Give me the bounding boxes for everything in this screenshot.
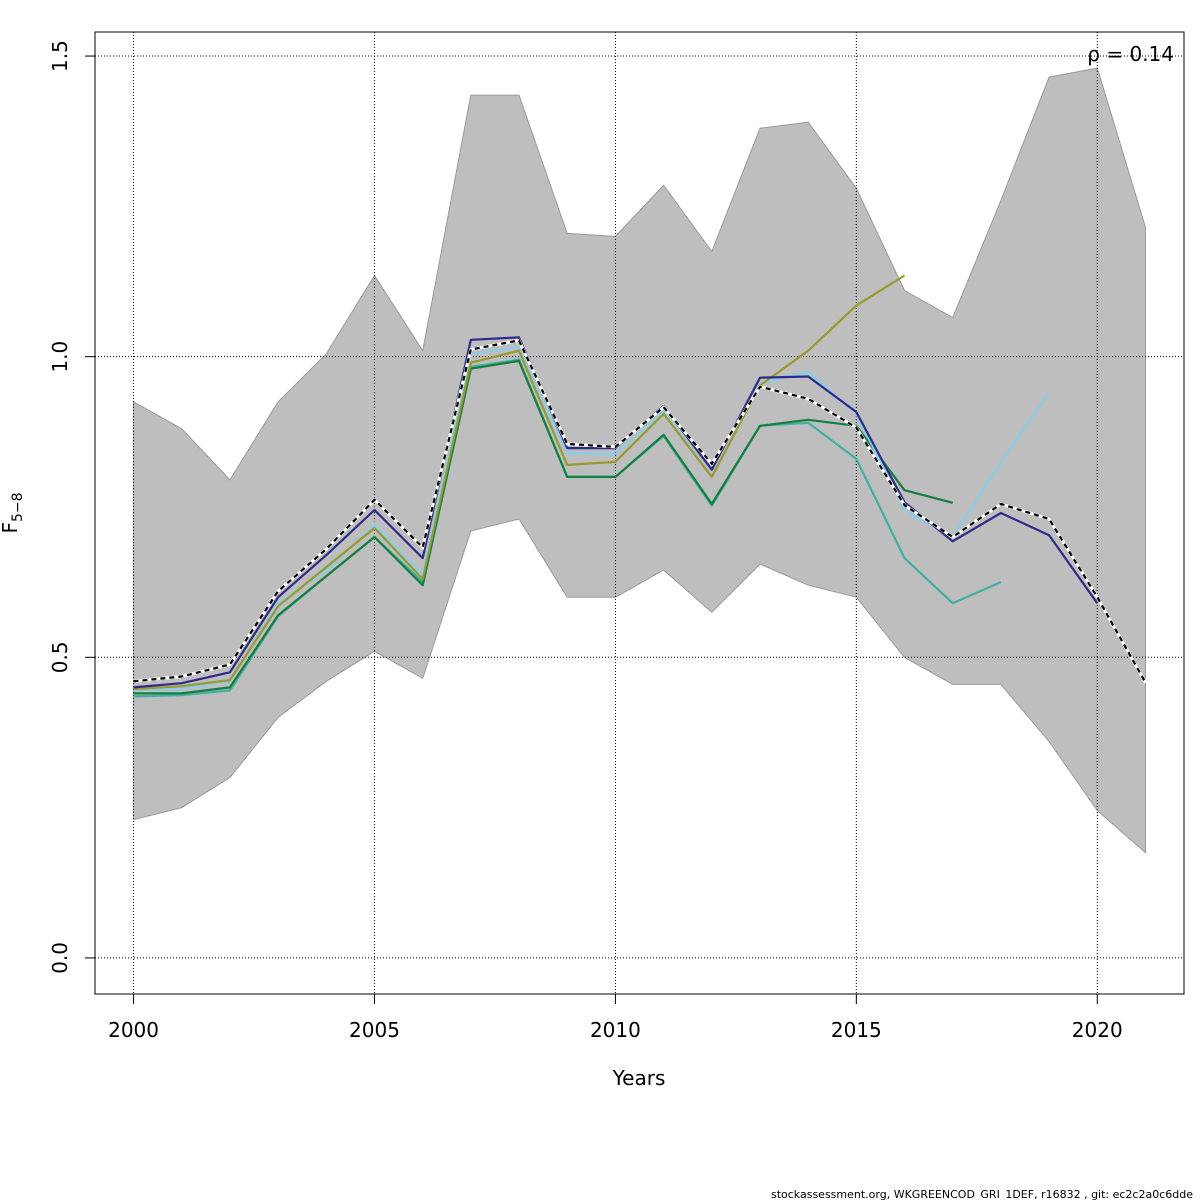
confidence-band: [133, 67, 1146, 854]
x-tick-label: 2015: [831, 1018, 882, 1042]
x-tick-label: 2005: [349, 1018, 400, 1042]
x-tick-label: 2010: [590, 1018, 641, 1042]
y-tick-label: 0.0: [48, 942, 72, 974]
series-line: [133, 339, 1147, 684]
y-axis-title-sub: 5−8: [10, 492, 26, 522]
y-axis-title: F5−8: [0, 492, 26, 533]
series-line: [133, 359, 953, 695]
x-axis-title: Years: [612, 1066, 666, 1090]
series-line: [133, 274, 906, 691]
footer-text: stockassessment.org, WKGREENCOD_GRI_1DEF…: [771, 1188, 1193, 1200]
x-tick-label: 2000: [108, 1018, 159, 1042]
confidence-band-layer: [133, 67, 1146, 854]
plot-frame: [94, 31, 1185, 995]
y-tick-label: 1.5: [48, 40, 72, 72]
x-tick-label: 2020: [1072, 1018, 1123, 1042]
y-tick-label: 0.5: [48, 641, 72, 673]
rho-annotation: ρ = 0.14: [1087, 42, 1174, 66]
axis-layer: 2000 2005 2010 2015 2020 0.0 0.5 1.0 1.5: [48, 40, 1123, 1042]
grid-layer: [95, 32, 1184, 994]
y-axis-title-main: F: [0, 522, 22, 534]
y-tick-label: 1.0: [48, 341, 72, 373]
series-layer: [133, 274, 1147, 698]
